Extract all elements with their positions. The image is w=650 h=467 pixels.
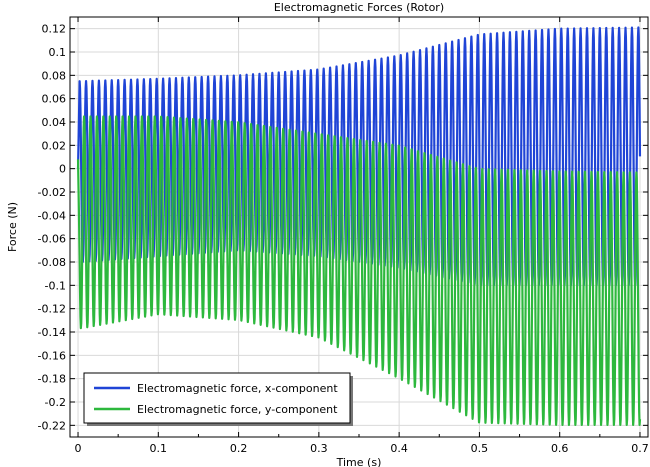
y-tick-label: -0.02	[38, 186, 66, 199]
y-tick-label: -0.08	[38, 256, 66, 269]
y-tick-label: -0.14	[38, 326, 66, 339]
chart-title: Electromagnetic Forces (Rotor)	[274, 1, 444, 14]
y-tick-label: 0.04	[42, 116, 67, 129]
y-tick-label: 0	[59, 163, 66, 176]
y-tick-label: -0.18	[38, 373, 66, 386]
series-layer	[76, 26, 642, 427]
y-tick-label: -0.2	[45, 396, 66, 409]
ticks: 0 0.1 0.2 0.3 0.4 0.5 0.6 0.7 0.12 0.1 0.08 0.06 0.0…	[38, 17, 649, 455]
y-tick-label: -0.1	[45, 279, 66, 292]
y-tick-label: -0.12	[38, 303, 66, 316]
x-tick-label: 0.4	[390, 442, 408, 455]
x-tick-label: 0	[75, 442, 82, 455]
y-tick-label: 0.08	[42, 69, 67, 82]
y-tick-label: -0.06	[38, 233, 66, 246]
x-tick-label: 0.2	[230, 442, 248, 455]
legend-entry: Electromagnetic force, y-component	[137, 403, 338, 416]
y-tick-label: 0.02	[42, 139, 67, 152]
x-axis-label: Time (s)	[336, 456, 382, 467]
legend: Electromagnetic force, x-component Electr…	[83, 372, 353, 426]
y-tick-label: -0.16	[38, 349, 66, 362]
x-tick-label: 0.7	[631, 442, 649, 455]
x-tick-label: 0.1	[150, 442, 168, 455]
x-tick-label: 0.3	[310, 442, 328, 455]
y-tick-label: -0.04	[38, 209, 66, 222]
y-tick-label: -0.22	[38, 419, 66, 432]
y-tick-label: 0.1	[49, 46, 67, 59]
x-tick-label: 0.5	[471, 442, 489, 455]
y-tick-label: 0.06	[42, 93, 67, 106]
y-tick-label: 0.12	[42, 23, 67, 36]
legend-entry: Electromagnetic force, x-component	[137, 382, 338, 395]
series-line-y-component	[76, 115, 642, 427]
x-tick-label: 0.6	[551, 442, 569, 455]
legend-box	[83, 372, 351, 424]
y-axis-label: Force (N)	[6, 202, 19, 252]
